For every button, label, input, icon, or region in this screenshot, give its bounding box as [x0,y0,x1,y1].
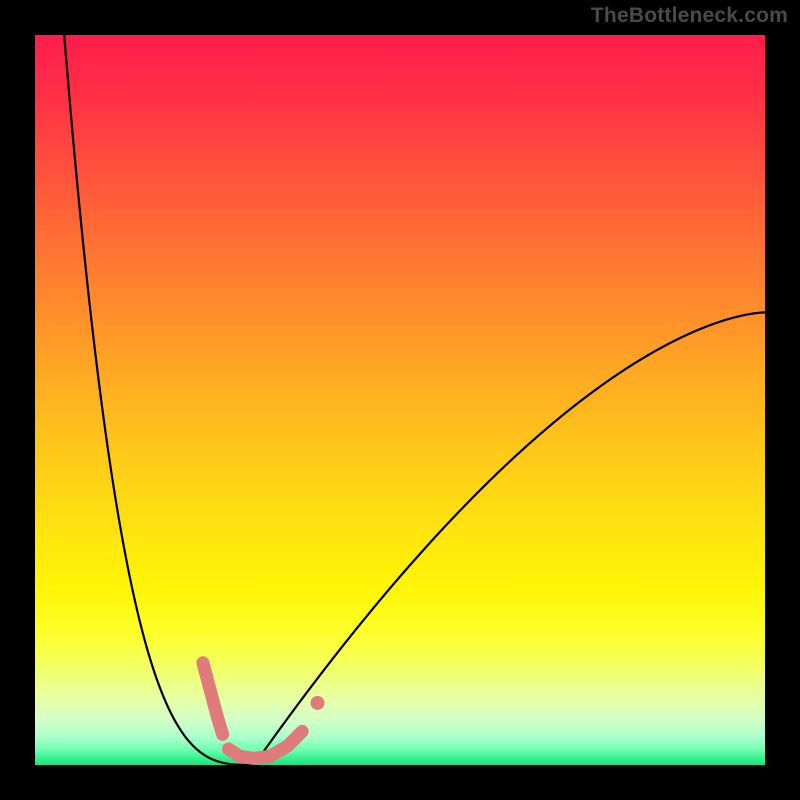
bottleneck-left-curve [64,35,254,765]
chart-curves [35,35,765,765]
plot-area [35,35,765,765]
dot-series-left [203,663,223,735]
dot-series-bottom [228,731,302,758]
bottleneck-right-curve [254,312,765,765]
watermark-label: TheBottleneck.com [591,2,794,28]
chart-stage: TheBottleneck.com [0,0,800,800]
dot-right-single [311,696,325,710]
